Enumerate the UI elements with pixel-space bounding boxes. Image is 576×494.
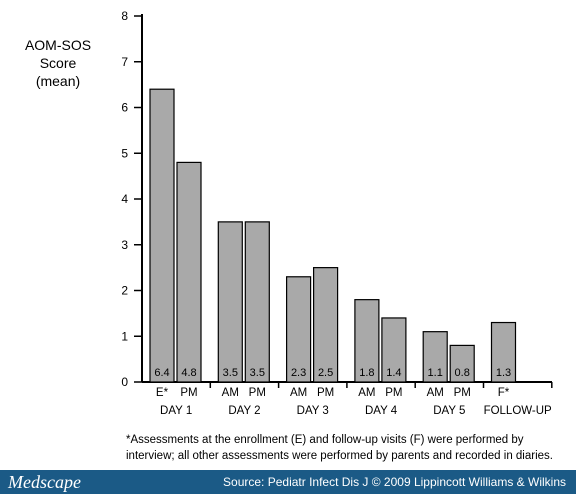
- bar-chart: 0 1 2 3 4 5 6 7 8 6.4 E* 4.8 PM DAY 1 3.5 AM 3.5 PM DAY 2 2…: [121, 9, 553, 417]
- bar-category-label: PM: [385, 387, 402, 399]
- bar-value-label: 3.5: [223, 367, 238, 379]
- y-tick-label: 3: [121, 238, 128, 252]
- y-tick-label: 5: [121, 146, 128, 160]
- bar-category-label: PM: [454, 387, 471, 399]
- bar-value-label: 1.8: [359, 367, 374, 379]
- bar-value-label: 1.3: [496, 367, 511, 379]
- bar: [381, 317, 407, 383]
- bar-category-label: PM: [249, 387, 266, 399]
- bar: [354, 299, 380, 383]
- bar-value-label: 1.1: [428, 367, 443, 379]
- bar: [449, 344, 475, 383]
- y-axis-label-line2: (mean): [35, 73, 81, 89]
- source-citation: Source: Pediatr Infect Dis J © 2009 Lipp…: [223, 475, 566, 489]
- bar-category-label: AM: [290, 387, 307, 399]
- bar-value-label: 3.5: [250, 367, 265, 379]
- footnote: *Assessments at the enrollment (E) and f…: [126, 434, 553, 462]
- bar-value-label: 6.4: [154, 367, 169, 379]
- group-label: DAY 3: [297, 405, 329, 417]
- y-axis-label: AOM-SOS Score (mean): [8, 36, 108, 90]
- bar-value-label: 2.3: [291, 367, 306, 379]
- bar-category-label: F*: [498, 387, 510, 399]
- bar-value-label: 2.5: [318, 367, 333, 379]
- bar-value-label: 0.8: [455, 367, 470, 379]
- bar-category-label: AM: [358, 387, 375, 399]
- bar: [217, 221, 243, 383]
- bar-value-label: 4.8: [181, 367, 196, 379]
- group-label: FOLLOW-UP: [484, 405, 552, 417]
- bar-category-label: AM: [427, 387, 444, 399]
- bar: [149, 88, 175, 383]
- y-tick-label: 0: [121, 375, 128, 389]
- medscape-logo[interactable]: Medscape: [8, 472, 81, 492]
- group-label: DAY 1: [160, 405, 192, 417]
- bar-value-label: 1.4: [386, 367, 401, 379]
- y-tick-label: 2: [121, 284, 128, 298]
- y-axis-label-line1: AOM-SOS Score: [24, 37, 92, 71]
- footer-bar: Medscape Source: Pediatr Infect Dis J © …: [0, 470, 576, 494]
- y-tick-label: 8: [121, 9, 128, 23]
- bar: [490, 321, 517, 383]
- y-tick-label: 4: [121, 192, 128, 206]
- y-tick-label: 1: [121, 329, 128, 343]
- y-tick-label: 6: [121, 101, 128, 115]
- y-tick-label: 7: [121, 55, 128, 69]
- bar-category-label: AM: [222, 387, 239, 399]
- bar: [176, 161, 202, 383]
- bar: [313, 267, 339, 383]
- bar-category-label: PM: [317, 387, 334, 399]
- bar-category-label: PM: [180, 387, 197, 399]
- bar-category-label: E*: [156, 387, 169, 399]
- group-label: DAY 2: [228, 405, 260, 417]
- bar: [422, 331, 448, 383]
- group-label: DAY 4: [365, 405, 398, 417]
- bar: [286, 276, 312, 383]
- group-label: DAY 5: [433, 405, 465, 417]
- bar: [244, 221, 270, 383]
